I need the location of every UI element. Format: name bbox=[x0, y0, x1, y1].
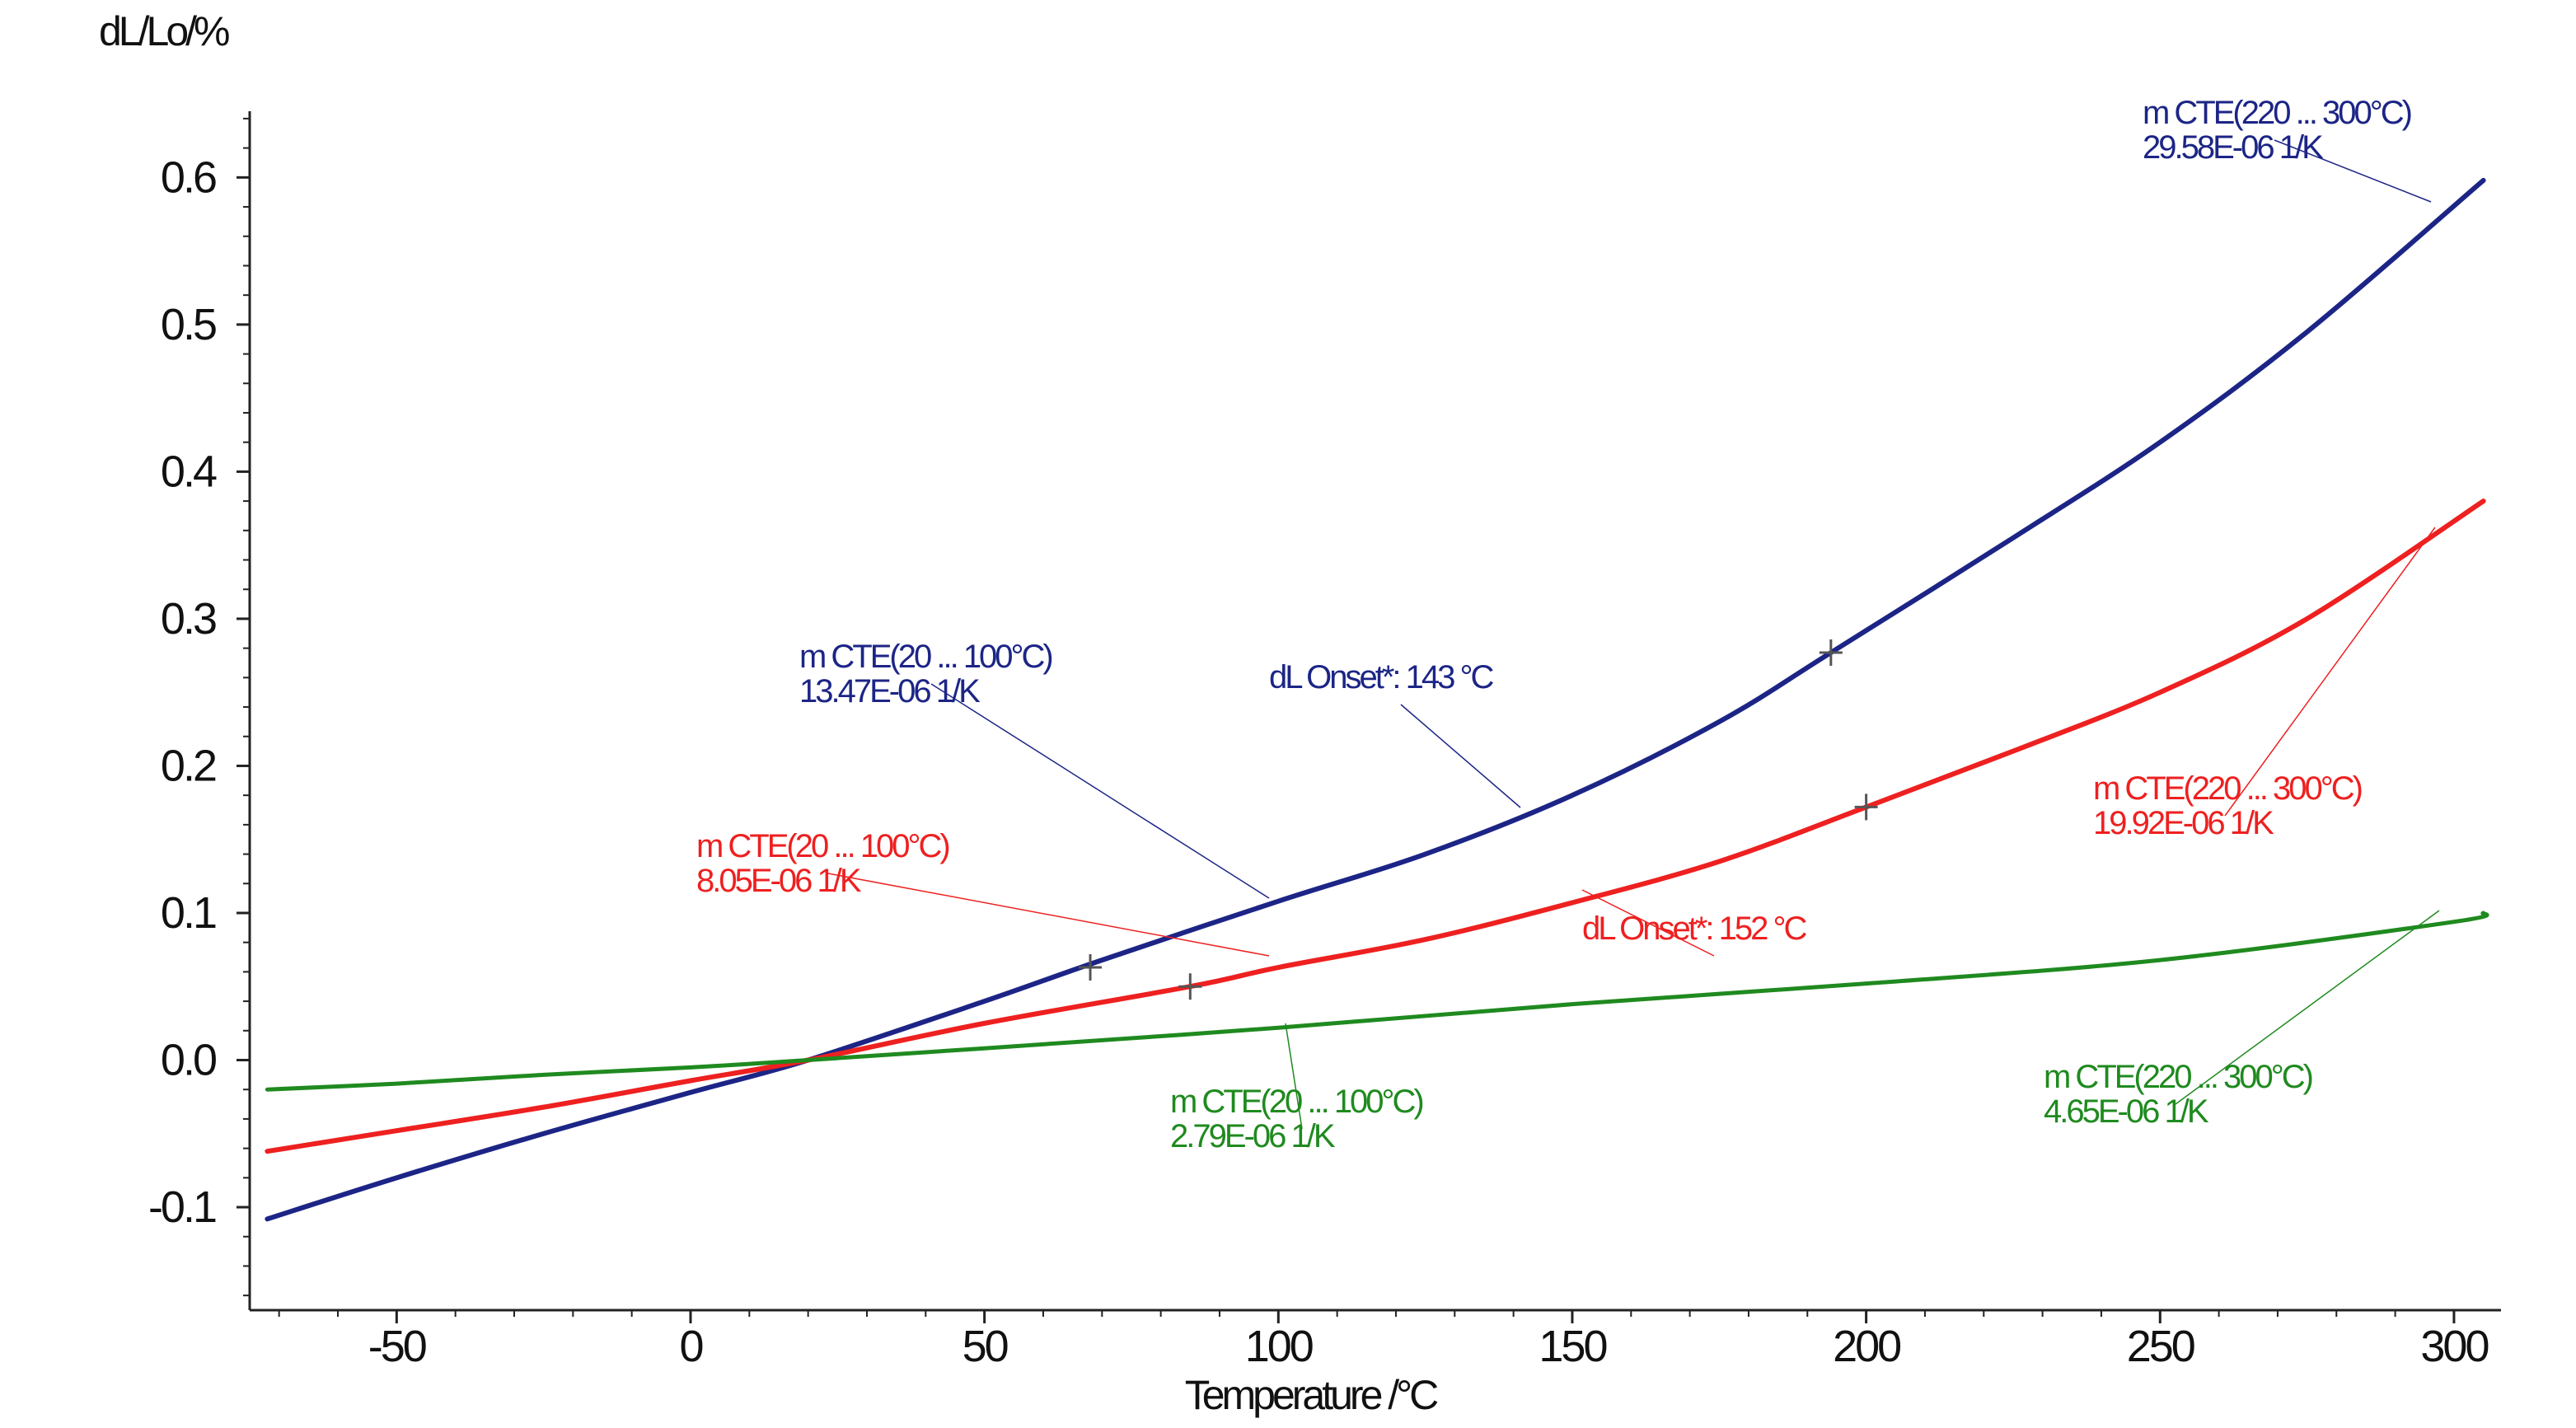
annotation-label: m CTE(20 ... 100°C) bbox=[799, 639, 1051, 675]
annotation-leader bbox=[2274, 139, 2432, 203]
annotation-label: m CTE(220 ... 300°C) bbox=[2044, 1059, 2312, 1095]
annotation-leader bbox=[1400, 704, 1521, 808]
annotation-leader bbox=[2175, 910, 2440, 1105]
annotation-value: 2.79E-06 1/K bbox=[1170, 1118, 1336, 1154]
x-axis-title: Temperature /°C bbox=[1185, 1372, 1438, 1418]
y-tick-label: 0.1 bbox=[161, 888, 216, 938]
y-tick-label: 0.4 bbox=[161, 447, 217, 496]
annotation-label: m CTE(220 ... 300°C) bbox=[2093, 770, 2362, 807]
y-tick-label: 0.2 bbox=[161, 741, 216, 790]
annotation-value: 4.65E-06 1/K bbox=[2044, 1093, 2209, 1130]
y-tick-label: 0.5 bbox=[161, 300, 216, 349]
annotation-label: m CTE(20 ... 100°C) bbox=[1170, 1084, 1422, 1120]
annotation-label: dL Onset*: 152 °C bbox=[1582, 911, 1806, 947]
series-marker bbox=[1819, 639, 1843, 666]
x-tick-label: 50 bbox=[962, 1322, 1008, 1371]
x-tick-label: 100 bbox=[1245, 1322, 1313, 1371]
annotation-value: 8.05E-06 1/K bbox=[696, 863, 862, 899]
annotation-leader bbox=[1285, 1023, 1303, 1130]
y-tick-label: 0.3 bbox=[161, 594, 216, 644]
annotation-leader bbox=[827, 873, 1270, 957]
axes bbox=[248, 111, 2501, 1312]
annotation-label: m CTE(220 ... 300°C) bbox=[2143, 95, 2411, 131]
annotation-leader bbox=[1581, 889, 1715, 957]
annotations: m CTE(220 ... 300°C)29.58E-06 1/Km CTE(2… bbox=[696, 95, 2440, 1154]
x-tick-label: 150 bbox=[1539, 1322, 1606, 1371]
x-tick-label: 250 bbox=[2127, 1322, 2194, 1371]
y-axis-title: dL/Lo/% bbox=[99, 8, 229, 54]
annotation-value: 19.92E-06 1/K bbox=[2093, 805, 2274, 841]
series-marker bbox=[1178, 973, 1202, 1000]
annotation-value: 29.58E-06 1/K bbox=[2143, 129, 2324, 166]
y-tick-label: -0.1 bbox=[148, 1182, 216, 1232]
series-layer bbox=[265, 177, 2489, 1222]
annotation-value: 13.47E-06 1/K bbox=[799, 673, 981, 709]
x-tick-label: 300 bbox=[2420, 1322, 2488, 1371]
annotation-label: m CTE(20 ... 100°C) bbox=[696, 828, 948, 864]
series-line-1 bbox=[265, 499, 2486, 1154]
ticks: -50 0 50 100 150 200 250 300 -0.1 0.0 0.1 0.2 0.3 0.4… bbox=[148, 117, 2490, 1371]
annotation-leader bbox=[930, 683, 1270, 899]
series-marker bbox=[1854, 794, 1878, 821]
series-marker bbox=[1079, 954, 1103, 981]
x-tick-label: -50 bbox=[368, 1322, 426, 1371]
series-line-0 bbox=[265, 177, 2486, 1222]
y-tick-label: 0.0 bbox=[161, 1036, 216, 1085]
x-tick-label: 0 bbox=[679, 1322, 702, 1371]
series-line-2 bbox=[265, 911, 2489, 1092]
y-tick-label: 0.6 bbox=[161, 152, 216, 202]
annotation-label: dL Onset*: 143 °C bbox=[1269, 659, 1493, 695]
x-tick-label: 200 bbox=[1833, 1322, 1900, 1371]
annotation-leader bbox=[2224, 527, 2436, 817]
